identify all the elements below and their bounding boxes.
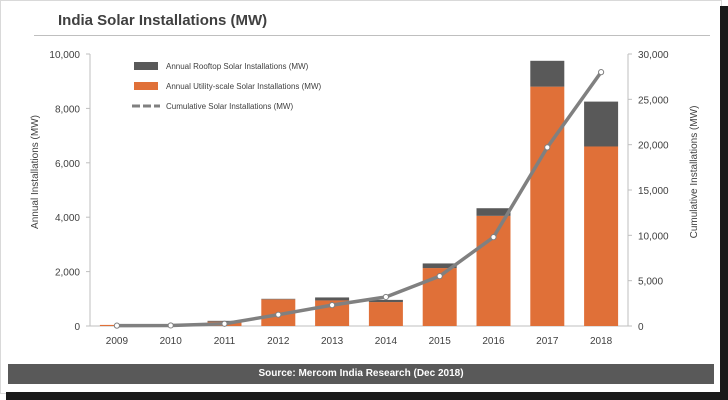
chart-line	[113, 69, 605, 329]
chart-legend: Annual Rooftop Solar Installations (MW) A…	[132, 62, 321, 111]
y2-tick-label: 5,000	[638, 277, 663, 288]
title-divider	[34, 35, 710, 36]
x-tick-label: 2017	[536, 336, 559, 347]
rooftop-bar	[476, 208, 511, 216]
legend-swatch-rooftop	[134, 62, 158, 70]
y2-tick-label: 0	[638, 322, 644, 333]
y2-tick-label: 15,000	[638, 186, 669, 197]
chart-bars	[99, 60, 619, 326]
rooftop-bar	[584, 101, 619, 147]
frame-shadow-right	[720, 6, 728, 400]
y-tick-label: 10,000	[49, 50, 80, 61]
rooftop-bar	[315, 297, 350, 301]
rooftop-bar	[422, 263, 457, 269]
utility-bar	[530, 86, 565, 326]
rooftop-bar	[261, 298, 296, 300]
cumulative-point	[275, 311, 282, 318]
x-tick-label: 2013	[321, 336, 344, 347]
y2-tick-label: 20,000	[638, 141, 669, 152]
x-tick-label: 2012	[267, 336, 290, 347]
frame-shadow-bottom	[6, 392, 728, 400]
x-tick-label: 2015	[429, 336, 452, 347]
y2-tick-label: 30,000	[638, 50, 669, 61]
chart-canvas: 0 2,000 4,000 6,000 8,000 10,000 0 5,000 10,000 1…	[30, 50, 700, 347]
y2-tick-label: 25,000	[638, 95, 669, 106]
y-axis-label: Annual Installations (MW)	[30, 115, 41, 229]
x-tick-label: 2014	[375, 336, 398, 347]
cumulative-point	[382, 293, 389, 301]
cumulative-point	[598, 69, 605, 76]
cumulative-point	[544, 144, 551, 151]
y-tick-label: 6,000	[55, 159, 80, 170]
cumulative-point	[490, 234, 497, 241]
utility-bar	[368, 302, 403, 326]
cumulative-point	[329, 302, 336, 309]
x-tick-label: 2009	[106, 336, 129, 347]
rooftop-bar	[530, 60, 565, 87]
cumulative-point	[113, 322, 121, 329]
utility-bar	[476, 215, 511, 326]
rooftop-bar	[368, 299, 403, 303]
legend-label: Annual Utility-scale Solar Installations…	[166, 82, 321, 91]
source-footer: Source: Mercom India Research (Dec 2018)	[8, 364, 714, 384]
cumulative-line	[115, 70, 603, 328]
chart-title: India Solar Installations (MW)	[58, 12, 268, 29]
legend-label: Annual Rooftop Solar Installations (MW)	[166, 62, 309, 71]
x-tick-label: 2018	[590, 336, 613, 347]
y-tick-label: 0	[74, 322, 80, 333]
legend-label: Cumulative Solar Installations (MW)	[166, 102, 293, 111]
x-tick-label: 2016	[482, 336, 505, 347]
cumulative-point	[436, 273, 443, 280]
cumulative-point	[167, 322, 174, 329]
utility-bar	[584, 146, 619, 326]
y-tick-label: 2,000	[55, 268, 80, 279]
legend-swatch-utility	[134, 82, 158, 90]
x-tick-label: 2010	[160, 336, 183, 347]
cumulative-point	[221, 320, 228, 327]
y-tick-label: 4,000	[55, 213, 80, 224]
x-tick-label: 2011	[214, 336, 236, 347]
y2-axis-label: Cumulative Installations (MW)	[689, 106, 700, 239]
y2-tick-label: 10,000	[638, 231, 669, 242]
y-tick-label: 8,000	[55, 104, 80, 115]
